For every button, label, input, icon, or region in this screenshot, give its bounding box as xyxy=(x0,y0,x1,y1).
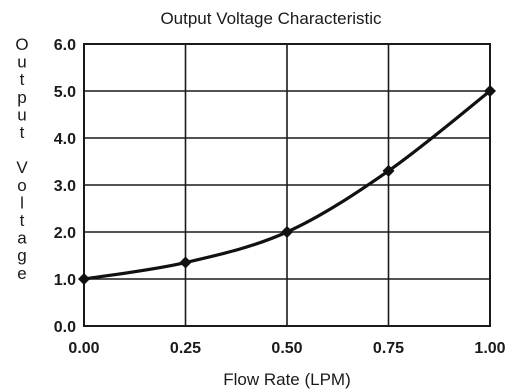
chart-title: Output Voltage Characteristic xyxy=(160,9,382,28)
data-point xyxy=(281,226,293,238)
y-axis-label-char: p xyxy=(17,88,26,107)
grid xyxy=(84,44,490,326)
y-axis-label-char: e xyxy=(17,264,26,283)
y-tick-label: 2.0 xyxy=(54,225,76,242)
y-axis-label-char: V xyxy=(16,158,28,177)
data-point xyxy=(179,256,192,269)
y-axis-label-char: l xyxy=(20,193,24,212)
x-tick-label: 0.75 xyxy=(373,340,404,357)
series-layer xyxy=(78,85,496,285)
y-tick-label: 0.0 xyxy=(54,319,76,336)
y-tick-label: 1.0 xyxy=(54,272,76,289)
plot-frame xyxy=(83,43,491,327)
x-tick-label: 0.50 xyxy=(271,340,302,357)
y-axis-label-char: u xyxy=(17,105,26,124)
x-tick-labels: 0.00 0.25 0.50 0.75 1.00 xyxy=(68,340,505,357)
y-axis-label-char: o xyxy=(17,176,26,195)
y-tick-label: 6.0 xyxy=(54,37,76,54)
y-axis-label-char: t xyxy=(20,211,25,230)
y-tick-label: 5.0 xyxy=(54,84,76,101)
y-tick-label: 3.0 xyxy=(54,178,76,195)
data-point xyxy=(78,273,90,285)
y-axis-label-char: a xyxy=(17,229,27,248)
x-tick-label: 1.00 xyxy=(474,340,505,357)
y-axis-label-char: u xyxy=(17,53,26,72)
y-axis-label-char: O xyxy=(15,35,28,54)
y-tick-labels: 0.0 1.0 2.0 3.0 4.0 5.0 6.0 xyxy=(54,37,76,336)
x-tick-label: 0.25 xyxy=(170,340,201,357)
x-axis-label: Flow Rate (LPM) xyxy=(223,370,351,389)
y-axis-label-char: t xyxy=(20,123,25,142)
x-tick-label: 0.00 xyxy=(68,340,99,357)
data-point xyxy=(484,85,496,97)
y-axis-label-char: g xyxy=(17,246,26,265)
y-tick-label: 4.0 xyxy=(54,131,76,148)
y-axis-label-char: t xyxy=(20,70,25,89)
data-point xyxy=(382,164,395,177)
